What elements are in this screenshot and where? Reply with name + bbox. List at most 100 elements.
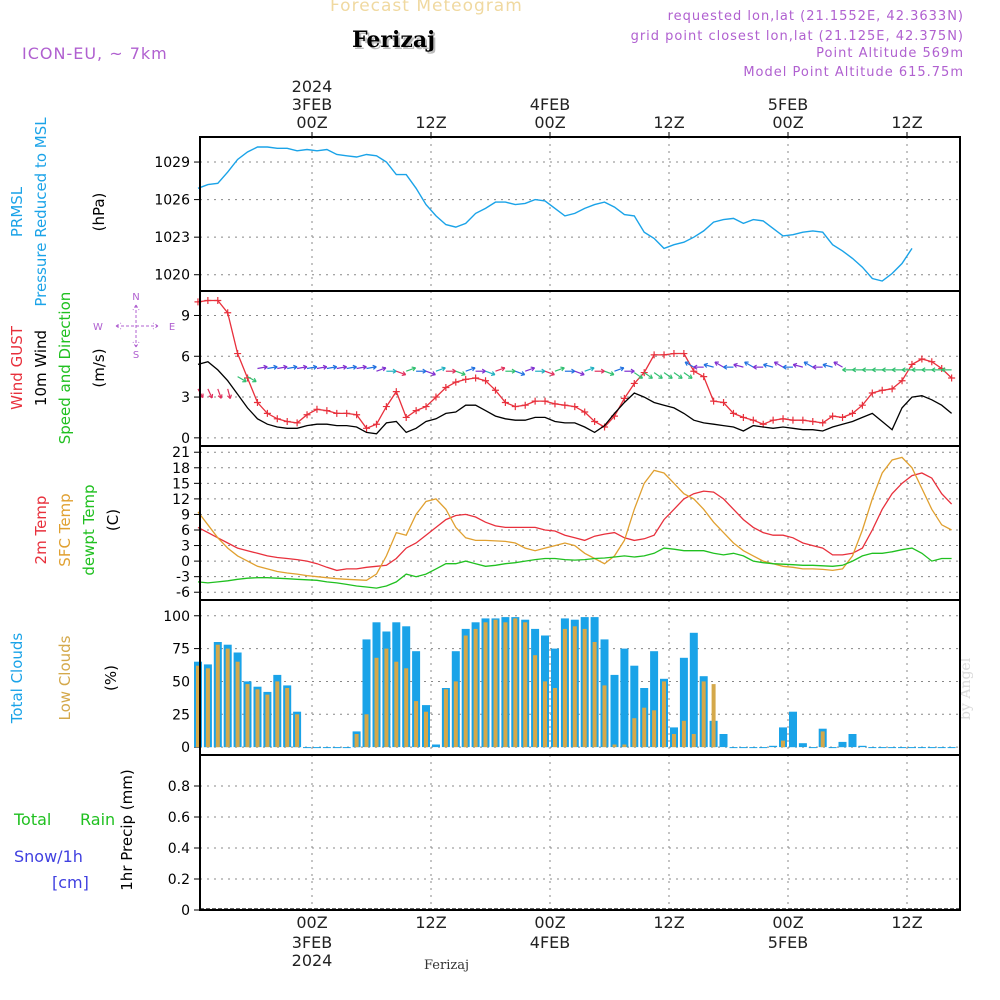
time-tick-top: 12Z — [891, 113, 922, 132]
total-cloud-bar — [947, 747, 956, 749]
gust-point — [839, 413, 847, 421]
wind-arrow-head — [332, 364, 338, 370]
wind-arrow-head — [693, 364, 698, 370]
y-tick-label: 6 — [181, 349, 190, 365]
wind-arrow-head — [422, 368, 427, 374]
wind-arrow — [931, 367, 942, 373]
low-cloud-bar — [225, 648, 230, 748]
wind-arrow-shaft — [247, 376, 257, 383]
wind-arrow — [356, 364, 367, 370]
gust-point — [204, 297, 212, 305]
low-cloud-bar — [374, 657, 379, 748]
total-cloud-bar — [789, 711, 797, 748]
wind-arrow-shaft — [833, 361, 843, 368]
wind-arrow-shaft — [297, 366, 308, 370]
wind-arrow — [861, 367, 873, 373]
wind-arrow — [683, 372, 693, 379]
wind-arrow-shaft — [803, 361, 814, 368]
wind-arrow-head — [911, 367, 916, 373]
wind-arrow-head — [362, 364, 367, 370]
total-cloud-bar — [719, 734, 728, 748]
wind-arrow — [207, 388, 214, 399]
wind-arrow-shaft — [316, 366, 327, 370]
gust-point — [343, 409, 351, 417]
wind-arrow-shaft — [684, 361, 695, 368]
total-cloud-bar — [878, 747, 887, 749]
y-tick-label: 3 — [181, 390, 190, 406]
model-name: ICON-EU, ~ 7km — [22, 44, 168, 63]
wind-arrow-head — [822, 362, 827, 368]
wind-arrow-shaft — [515, 370, 525, 376]
wind-arrow — [495, 366, 506, 372]
y-tick-label: 25 — [172, 707, 190, 723]
wind-arrow — [703, 362, 714, 368]
low-cloud-bar — [215, 644, 220, 748]
low-cloud-bar — [632, 718, 637, 748]
wind-arrow-shaft — [633, 372, 643, 379]
total-cloud-bar — [689, 632, 698, 748]
station-name: Ferizaj — [352, 27, 436, 53]
wind-arrow-shaft — [544, 370, 555, 376]
total-cloud-bar — [937, 747, 946, 749]
compass-s: S — [133, 350, 139, 361]
wind-arrow — [852, 367, 863, 373]
chart-title: Forecast Meteogram — [330, 0, 523, 16]
low-cloud-bar — [681, 720, 686, 748]
low-cloud-bar — [354, 734, 359, 748]
wind-arrow-head — [580, 371, 585, 376]
low-cloud-bar — [701, 681, 706, 748]
wind-arrow-head — [431, 371, 436, 376]
wind-arrow — [475, 368, 486, 374]
wind-arrow-head — [921, 367, 926, 373]
low-cloud-bar — [672, 734, 676, 748]
gust-point — [749, 416, 757, 424]
gust-point — [729, 409, 737, 417]
gust-point — [630, 379, 638, 387]
wind-arrow-head — [411, 366, 417, 372]
gust-point — [303, 411, 311, 419]
snow-label: Snow/1h — [14, 847, 83, 866]
wind-arrow-shaft — [237, 376, 247, 383]
compass-n: N — [132, 292, 139, 303]
low-cloud-bar — [443, 689, 448, 748]
wind-arrow — [416, 368, 427, 374]
y-tick-label: 18 — [172, 461, 190, 477]
y-tick-label: 3 — [181, 539, 190, 555]
y-tick-label: -3 — [176, 570, 190, 586]
pressure-label-1: PRMSL — [8, 186, 26, 237]
wind-arrow-head — [792, 362, 798, 368]
y-tick-label: 6 — [181, 523, 190, 539]
total-cloud-bar — [362, 639, 371, 748]
gust-point — [491, 386, 499, 394]
gust-point — [809, 418, 817, 426]
compass-e: E — [169, 322, 175, 333]
time-tick-bottom: 12Z — [891, 913, 922, 932]
low-clouds-label: Low Clouds — [56, 635, 74, 720]
wind-arrow-head — [901, 367, 906, 373]
gust-point — [363, 424, 371, 432]
low-cloud-bar — [523, 622, 528, 748]
snow-unit-label: [cm] — [52, 873, 89, 892]
wind-arrow — [277, 364, 288, 370]
total-label: Total — [13, 810, 51, 829]
total-cloud-bar — [749, 747, 758, 749]
total-cloud-bar — [858, 745, 867, 748]
wind-arrow-shaft — [435, 367, 446, 372]
gust-point — [531, 397, 539, 405]
total-cloud-bar — [729, 747, 738, 749]
wind-arrow-shaft — [455, 370, 466, 376]
wind-arrow — [714, 361, 724, 368]
gust-point — [898, 377, 906, 385]
wind-arrow — [594, 368, 605, 374]
gust-point — [819, 419, 827, 427]
wind-arrow — [227, 388, 232, 399]
wind-arrow-shaft — [774, 361, 784, 368]
wind-arrow — [633, 372, 644, 379]
gust-point — [333, 409, 341, 417]
low-cloud-bar — [414, 701, 419, 748]
panel-grid-precip: 0 0.2 0.4 0.6 0.8 — [168, 755, 960, 919]
wind-arrow-head — [733, 362, 738, 368]
point-altitude: Point Altitude 569m — [816, 46, 964, 61]
low-cloud-bar — [691, 734, 696, 748]
